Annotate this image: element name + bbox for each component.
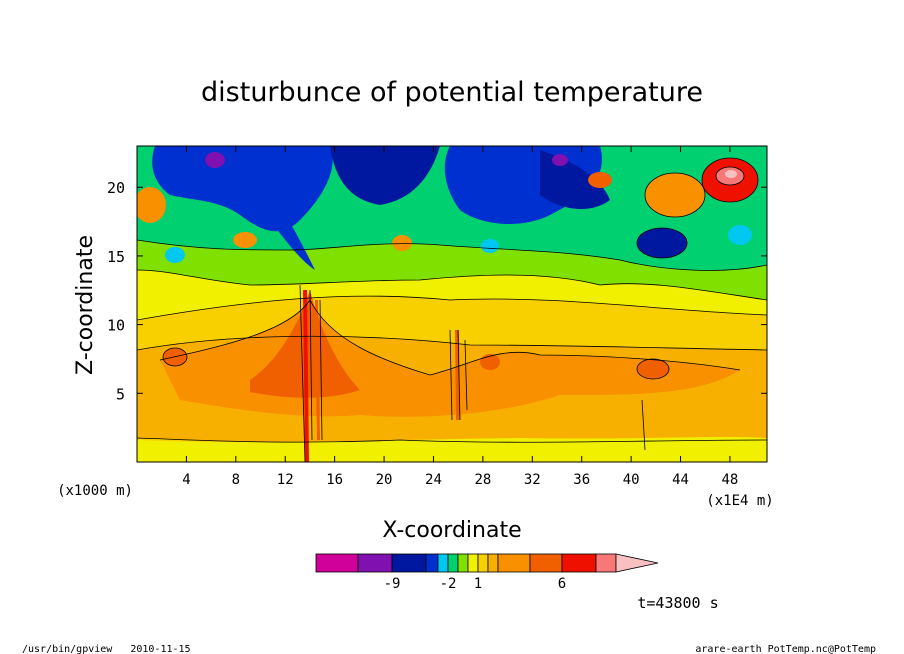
colorbar-swatch xyxy=(561,553,597,573)
x-tick-label: 28 xyxy=(474,472,491,488)
x-tick-label: 12 xyxy=(277,472,294,488)
x-tick-label: 32 xyxy=(524,472,541,488)
footer-left: /usr/bin/gpview 2010-11-15 xyxy=(22,644,191,654)
x-tick-label: 20 xyxy=(376,472,393,488)
y-axis-label: Z-coordinate xyxy=(73,235,98,375)
footer-right: arare-earth_PotTemp.nc@PotTemp xyxy=(695,644,876,654)
plot-frame xyxy=(136,145,768,463)
colorbar-label: -9 xyxy=(384,576,401,592)
colorbar-overflow-arrow xyxy=(615,553,659,573)
colorbar-swatch xyxy=(477,553,489,573)
colorbar-swatch xyxy=(529,553,563,573)
contour-lines xyxy=(137,157,767,462)
x-tick-label: 36 xyxy=(573,472,590,488)
colorbar xyxy=(315,553,659,573)
y-tick-label: 5 xyxy=(116,385,125,403)
colorbar-swatch xyxy=(315,553,359,573)
colorbar-label: 1 xyxy=(474,576,482,592)
x-tick-label: 24 xyxy=(425,472,442,488)
colorbar-label: -2 xyxy=(440,576,457,592)
x-axis-ticks: 4 8 12 16 20 24 28 32 36 40 44 48 xyxy=(182,146,738,488)
y-tick-label: 10 xyxy=(107,317,125,335)
heatmap-field xyxy=(137,146,767,462)
x-tick-label: 4 xyxy=(182,472,190,488)
colorbar-swatch xyxy=(497,553,531,573)
colorbar-swatch xyxy=(595,553,617,573)
x-tick-label: 16 xyxy=(326,472,343,488)
colorbar-label: 6 xyxy=(558,576,566,592)
x-tick-label: 44 xyxy=(672,472,689,488)
y-tick-label: 15 xyxy=(107,248,125,266)
colorbar-swatch xyxy=(391,553,427,573)
colorbar-swatch xyxy=(425,553,439,573)
x-tick-label: 8 xyxy=(232,472,240,488)
colorbar-swatch xyxy=(447,553,459,573)
colorbar-swatch xyxy=(487,553,499,573)
x-tick-label: 40 xyxy=(623,472,640,488)
x-unit-left: (x1000 m) xyxy=(57,483,133,499)
colorbar-labels: -9 -2 1 6 xyxy=(384,576,567,592)
colorbar-swatch xyxy=(437,553,449,573)
colorbar-swatch xyxy=(467,553,479,573)
chart-title: disturbunce of potential temperature xyxy=(201,77,703,108)
x-tick-label: 48 xyxy=(722,472,739,488)
time-label: t=43800 s xyxy=(637,594,718,612)
colorbar-swatch xyxy=(457,553,469,573)
y-tick-label: 20 xyxy=(107,179,125,197)
y-axis-ticks: 5 10 15 20 xyxy=(107,179,767,403)
x-unit-right: (x1E4 m) xyxy=(706,493,773,509)
colorbar-swatch xyxy=(357,553,393,573)
x-axis-label: X-coordinate xyxy=(382,518,521,543)
